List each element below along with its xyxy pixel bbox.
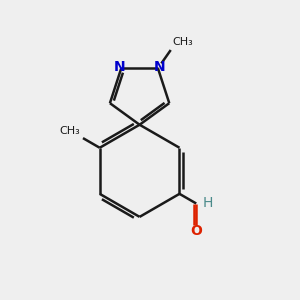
Text: CH₃: CH₃ [60,126,81,136]
Text: N: N [154,60,165,74]
Text: N: N [114,60,126,74]
Text: H: H [203,196,213,210]
Text: CH₃: CH₃ [172,37,193,47]
Text: O: O [190,224,202,239]
